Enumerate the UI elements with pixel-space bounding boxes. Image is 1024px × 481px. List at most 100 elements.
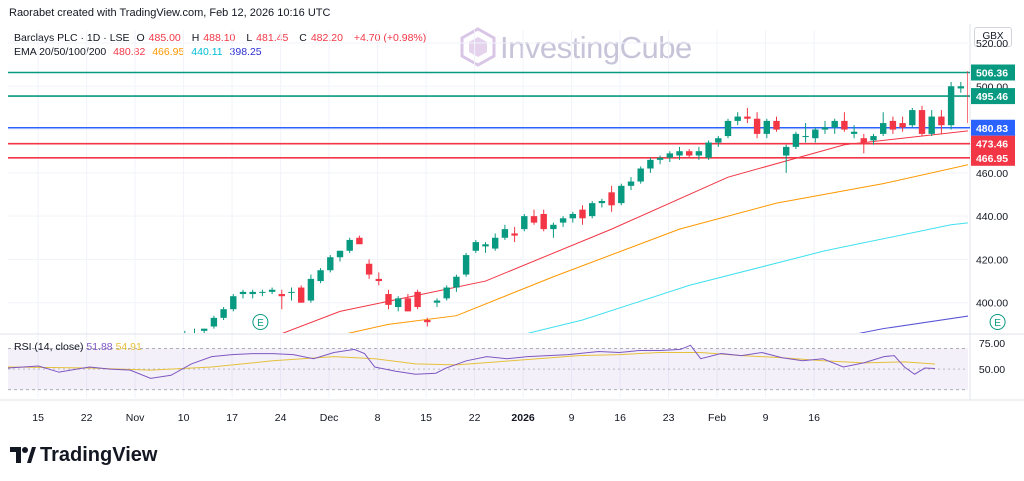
candle-body [967, 71, 968, 124]
investingcube-logo-icon [460, 27, 496, 67]
time-tick-label: 22 [81, 412, 93, 424]
time-tick-label: 15 [420, 412, 432, 424]
time-tick-label: 23 [663, 412, 675, 424]
candle-body [259, 291, 266, 293]
candle-body [559, 218, 567, 223]
candle-body [346, 239, 353, 251]
candle-body [317, 270, 324, 282]
candle-body [1016, 134, 1022, 136]
time-tick-label: 15 [32, 412, 44, 424]
candle-body [482, 244, 489, 247]
time-tick-label: 2026 [511, 412, 535, 424]
candle-body [850, 131, 858, 134]
currency-button[interactable]: GBX [974, 27, 1012, 47]
candle-body [307, 278, 315, 301]
candle-body [375, 278, 382, 282]
rsi-tick-label: 75.00 [979, 338, 1005, 350]
candle-body [744, 116, 751, 119]
candle-body [812, 129, 819, 139]
candle-body [957, 86, 964, 89]
candle-body [647, 159, 654, 169]
time-tick-label: 17 [226, 412, 238, 424]
candle-body [424, 320, 431, 323]
candle-body [792, 133, 800, 147]
candle-body [268, 289, 276, 292]
earnings-marker-label: E [994, 318, 1001, 329]
price-line-label: 473.46 [976, 139, 1008, 151]
symbol-legend[interactable]: Barclays PLC · 1D · LSE O 485.00 H 488.10 … [14, 32, 430, 44]
candle-body [472, 242, 479, 251]
time-tick-label: 10 [178, 412, 190, 424]
price-tick-label: 420.00 [976, 254, 1008, 266]
candle-body [414, 291, 421, 308]
candle-body [511, 233, 518, 236]
rsi-legend[interactable]: RSI (14, close) 51.88 54.91 [14, 341, 142, 353]
rsi-label: RSI (14, close) [14, 341, 84, 353]
candle-body [715, 138, 722, 143]
candle-body [783, 146, 790, 156]
candle-body [501, 229, 509, 238]
candle-body [618, 185, 625, 204]
ema-value-50: 466.95 [152, 46, 185, 58]
price-line-label: 506.36 [976, 68, 1008, 80]
price-line-label: 466.95 [976, 153, 1008, 165]
price-tick-label: 400.00 [976, 298, 1008, 310]
ema-value-100: 440.11 [191, 46, 223, 58]
candle-body [928, 116, 935, 134]
price-line-badge [971, 149, 1015, 166]
candle-body [569, 213, 576, 219]
candle-body [889, 120, 897, 130]
ohlc-open: O 485.00 [136, 32, 181, 44]
candle-body [880, 123, 887, 134]
candle-body [656, 157, 664, 160]
candle-body [356, 237, 363, 245]
candle-body [579, 209, 586, 219]
candle-body [249, 291, 256, 295]
candle-body [637, 168, 644, 182]
candle-body [433, 300, 441, 303]
rsi-ma-value: 54.91 [115, 341, 142, 353]
candle-body [686, 151, 693, 156]
earnings-marker-icon [989, 314, 1006, 330]
candle-body [298, 287, 305, 303]
candle-body [909, 110, 916, 126]
candle-body [773, 120, 780, 130]
ema-label: EMA 20/50/100/200 [14, 46, 107, 58]
candle-body [598, 200, 606, 204]
time-tick-label: 9 [763, 412, 769, 424]
ema100-line [527, 222, 968, 333]
price-line-label: 480.83 [976, 123, 1008, 135]
price-change: +4.70 (+0.98%) [353, 32, 427, 44]
candle-body [608, 192, 615, 206]
candle-body [492, 237, 499, 249]
candle-body [230, 296, 237, 310]
ema20-line [282, 130, 968, 333]
ema-legend[interactable]: EMA 20/50/100/200 480.82 466.95 440.11 3… [14, 46, 266, 58]
candle-body [220, 309, 227, 318]
attribution-text: Raorabet created with TradingView.com, F… [9, 7, 331, 19]
candle-body [336, 250, 344, 258]
price-tick-label: 520.00 [976, 38, 1008, 50]
candle-body [763, 120, 770, 134]
rsi-value: 51.88 [86, 341, 113, 353]
footer-brand: TradingView [40, 444, 158, 466]
price-tick-label: 460.00 [976, 168, 1008, 180]
ema50-line [347, 164, 968, 333]
candle-body [666, 153, 673, 158]
time-tick-label: 22 [469, 412, 481, 424]
candle-body [627, 181, 635, 186]
price-line-badge [971, 119, 1015, 136]
candle-body [695, 151, 703, 156]
candle-body [676, 151, 683, 156]
candle-body [918, 110, 926, 134]
candle-body [462, 255, 470, 275]
ema200-line [858, 315, 968, 333]
time-tick-label: 16 [808, 412, 820, 424]
candle-body [404, 298, 412, 312]
candle-body [288, 291, 295, 293]
time-tick-label: 8 [375, 412, 381, 424]
earnings-marker-label: E [257, 318, 264, 329]
time-tick-label: 9 [569, 412, 575, 424]
